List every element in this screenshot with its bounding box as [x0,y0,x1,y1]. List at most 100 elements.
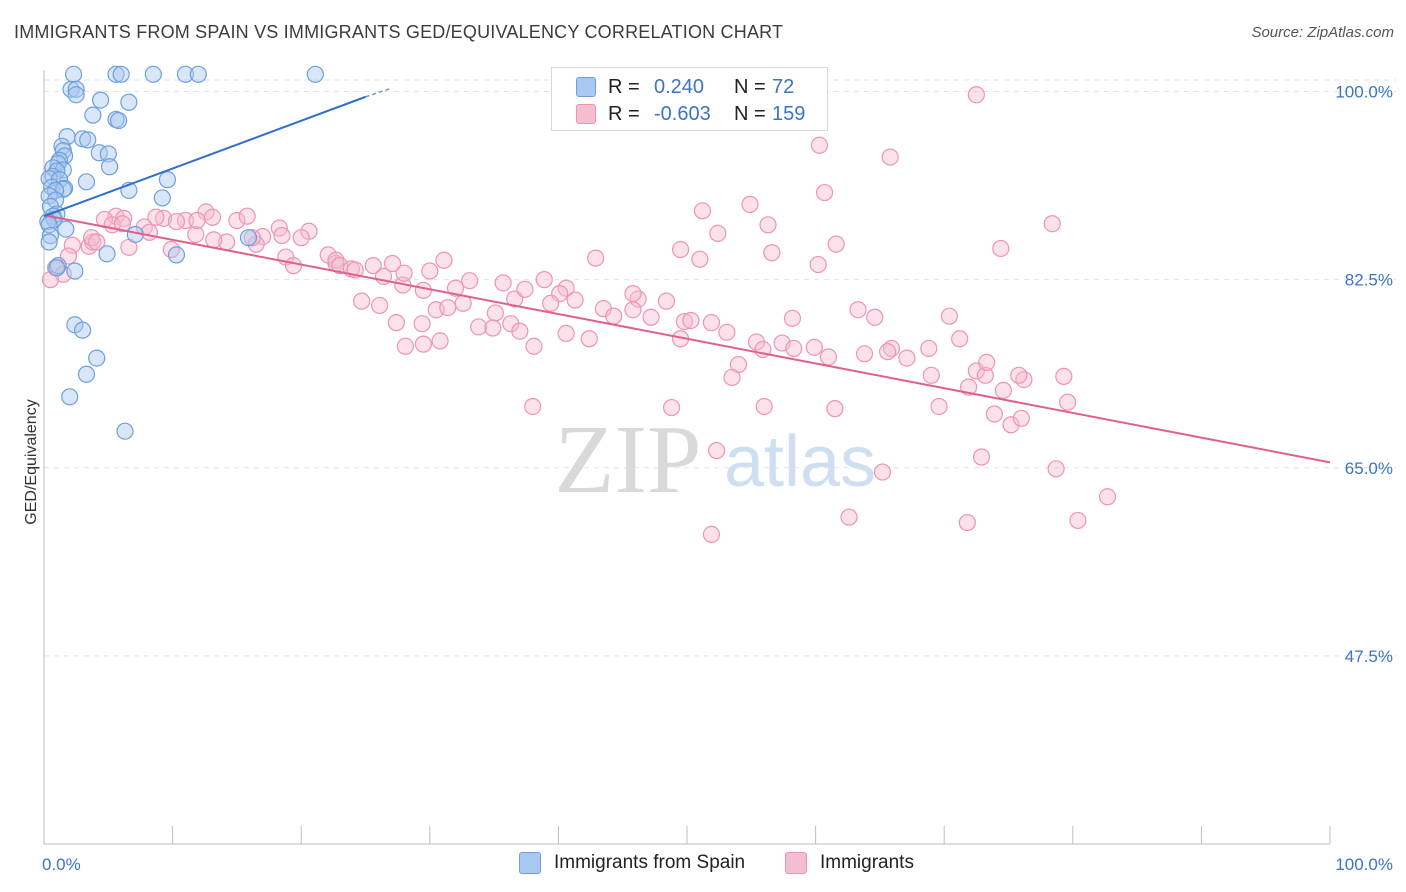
data-point [702,525,721,544]
data-point [187,225,205,244]
data-point [930,397,948,416]
x-tick-label-max: 100.0% [1335,855,1393,874]
data-point [657,292,676,310]
legend-r-value: 0.240 [654,75,705,98]
legend-swatch-blue [576,77,596,97]
data-point [741,195,759,213]
data-point [353,292,371,310]
data-point [188,211,206,230]
data-point [79,131,97,149]
data-point [63,236,81,254]
data-point [88,233,106,251]
data-point [113,215,132,233]
data-point [88,349,106,367]
data-point [77,365,96,383]
data-point [702,314,721,332]
data-point [881,148,899,166]
correlation-legend: R = 0.240 N = 72 R = -0.603 N = 159 [551,67,828,131]
legend-item-immigrants[interactable]: Immigrants [785,852,914,874]
data-point [167,246,186,264]
data-point [809,255,827,274]
data-point [951,330,969,348]
data-point [898,349,916,367]
data-point [484,319,502,337]
axes [43,70,1331,845]
data-point [1043,215,1061,233]
data-point [90,144,108,162]
data-point [755,397,773,416]
data-point [494,274,512,292]
legend-row-immigrants: R = -0.603 N = 159 [552,101,805,127]
data-point [273,226,291,245]
data-point [243,229,261,247]
data-point [61,388,79,406]
data-point [413,315,431,333]
data-point [624,301,642,319]
data-point [920,339,938,358]
data-point [67,80,85,98]
data-point [239,229,258,247]
data-point [675,312,694,331]
data-point [64,65,83,83]
trend-line-immigrants [43,214,1331,464]
legend-label-spain: Immigrants from Spain [554,852,746,873]
data-point [580,330,598,348]
data-point [41,226,60,245]
watermark-zip: ZIP [555,406,702,514]
data-point [112,65,130,83]
data-point [107,65,125,83]
data-point [516,280,534,298]
data-point [763,244,781,262]
data-point [958,513,976,532]
legend-n-value: 72 [772,75,795,98]
data-point [840,508,858,526]
data-point [203,208,222,226]
data-point [1012,409,1030,427]
data-point [238,207,256,225]
data-point [189,65,207,83]
data-point [967,86,985,104]
data-point [978,353,996,371]
data-point [396,337,414,355]
data-point [387,314,405,332]
data-point [566,291,584,309]
data-point [759,216,777,234]
data-point [1010,366,1028,384]
data-point [785,339,803,358]
data-point [176,65,195,83]
data-point [395,264,413,282]
data-point [1047,460,1065,478]
data-point [873,463,892,481]
legend-swatch-pink [576,104,596,124]
data-point [693,202,712,220]
data-point [879,343,897,361]
tick-labels: 100.0% 82.5% 65.0% 47.5% 0.0% 100.0% [42,83,1393,875]
data-point [57,220,75,238]
series-legend: Immigrants from Spain Immigrants [0,852,1406,878]
legend-r-value: -0.603 [654,102,711,125]
data-point [525,337,543,355]
legend-item-spain[interactable]: Immigrants from Spain [519,852,745,874]
y-tick-label: 82.5% [1345,271,1393,290]
data-point [849,301,867,319]
data-point [435,251,453,269]
data-point [40,233,58,251]
data-point [144,65,162,83]
data-point [855,345,874,363]
legend-swatch-pink [785,852,807,874]
data-point [147,208,165,226]
data-point [486,304,504,322]
data-point [158,171,177,189]
data-point [421,262,439,280]
data-point [819,348,838,366]
data-point [91,91,110,109]
data-point [431,332,449,350]
data-point [73,130,92,148]
data-point [718,323,736,341]
data-point [470,318,488,336]
data-point [994,381,1012,399]
trend-line-spain [43,95,366,218]
data-point [542,294,560,312]
data-point [167,212,186,231]
